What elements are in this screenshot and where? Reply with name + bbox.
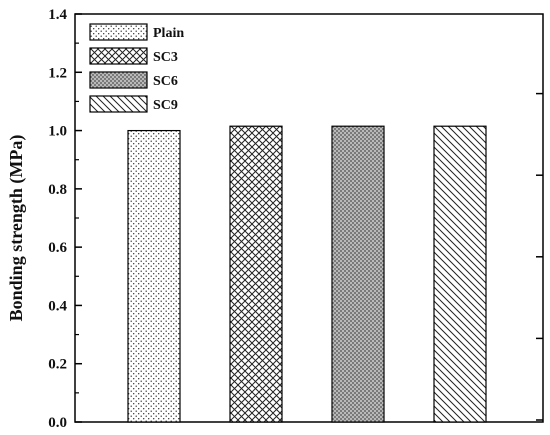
y-axis: 0.0 0.2 0.4 0.6 0.8 1.0 1.2 1.4 [48,7,82,431]
bars [127,125,487,423]
legend-swatch-sc9 [89,95,148,113]
bar-sc3 [229,125,283,423]
y-tick-label: 0.6 [48,240,67,256]
legend-label-sc9: SC9 [153,98,178,113]
legend: Plain SC3 SC6 SC9 [89,23,184,113]
y-tick-label: 1.2 [48,65,67,81]
right-axis-ticks [536,92,543,421]
legend-label-sc6: SC6 [153,74,178,89]
y-tick-label: 0.4 [48,298,67,314]
legend-swatch-sc6 [89,71,148,89]
legend-swatch-plain [89,23,148,41]
bar-sc6 [331,125,385,423]
y-tick-label: 0.8 [48,182,67,198]
bar-plain [127,129,181,423]
legend-label-plain: Plain [153,26,184,41]
y-tick-label: 0.0 [48,415,67,431]
bar-sc9 [433,125,487,423]
legend-label-sc3: SC3 [153,50,178,65]
y-tick-label: 1.0 [48,124,67,140]
y-tick-label: 0.2 [48,357,67,373]
y-axis-title: Bonding strength (MPa) [6,135,27,322]
legend-swatch-sc3 [89,47,148,65]
y-tick-label: 1.4 [48,7,67,23]
